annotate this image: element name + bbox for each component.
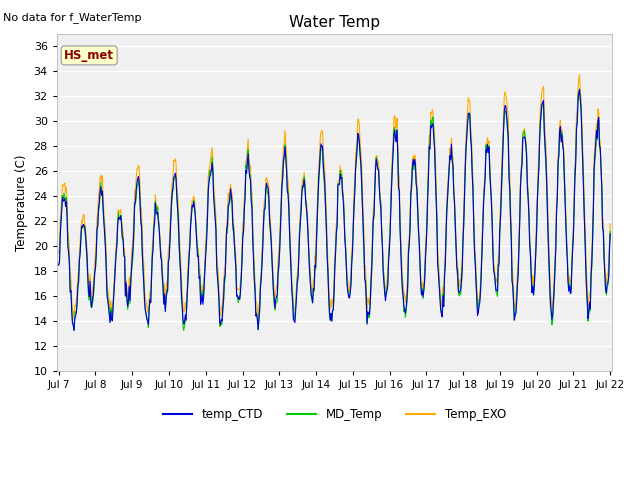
Text: HS_met: HS_met — [64, 49, 114, 62]
Text: No data for f_WaterTemp: No data for f_WaterTemp — [3, 12, 141, 23]
Title: Water Temp: Water Temp — [289, 15, 380, 30]
Y-axis label: Temperature (C): Temperature (C) — [15, 154, 28, 251]
Legend: temp_CTD, MD_Temp, Temp_EXO: temp_CTD, MD_Temp, Temp_EXO — [158, 403, 511, 425]
